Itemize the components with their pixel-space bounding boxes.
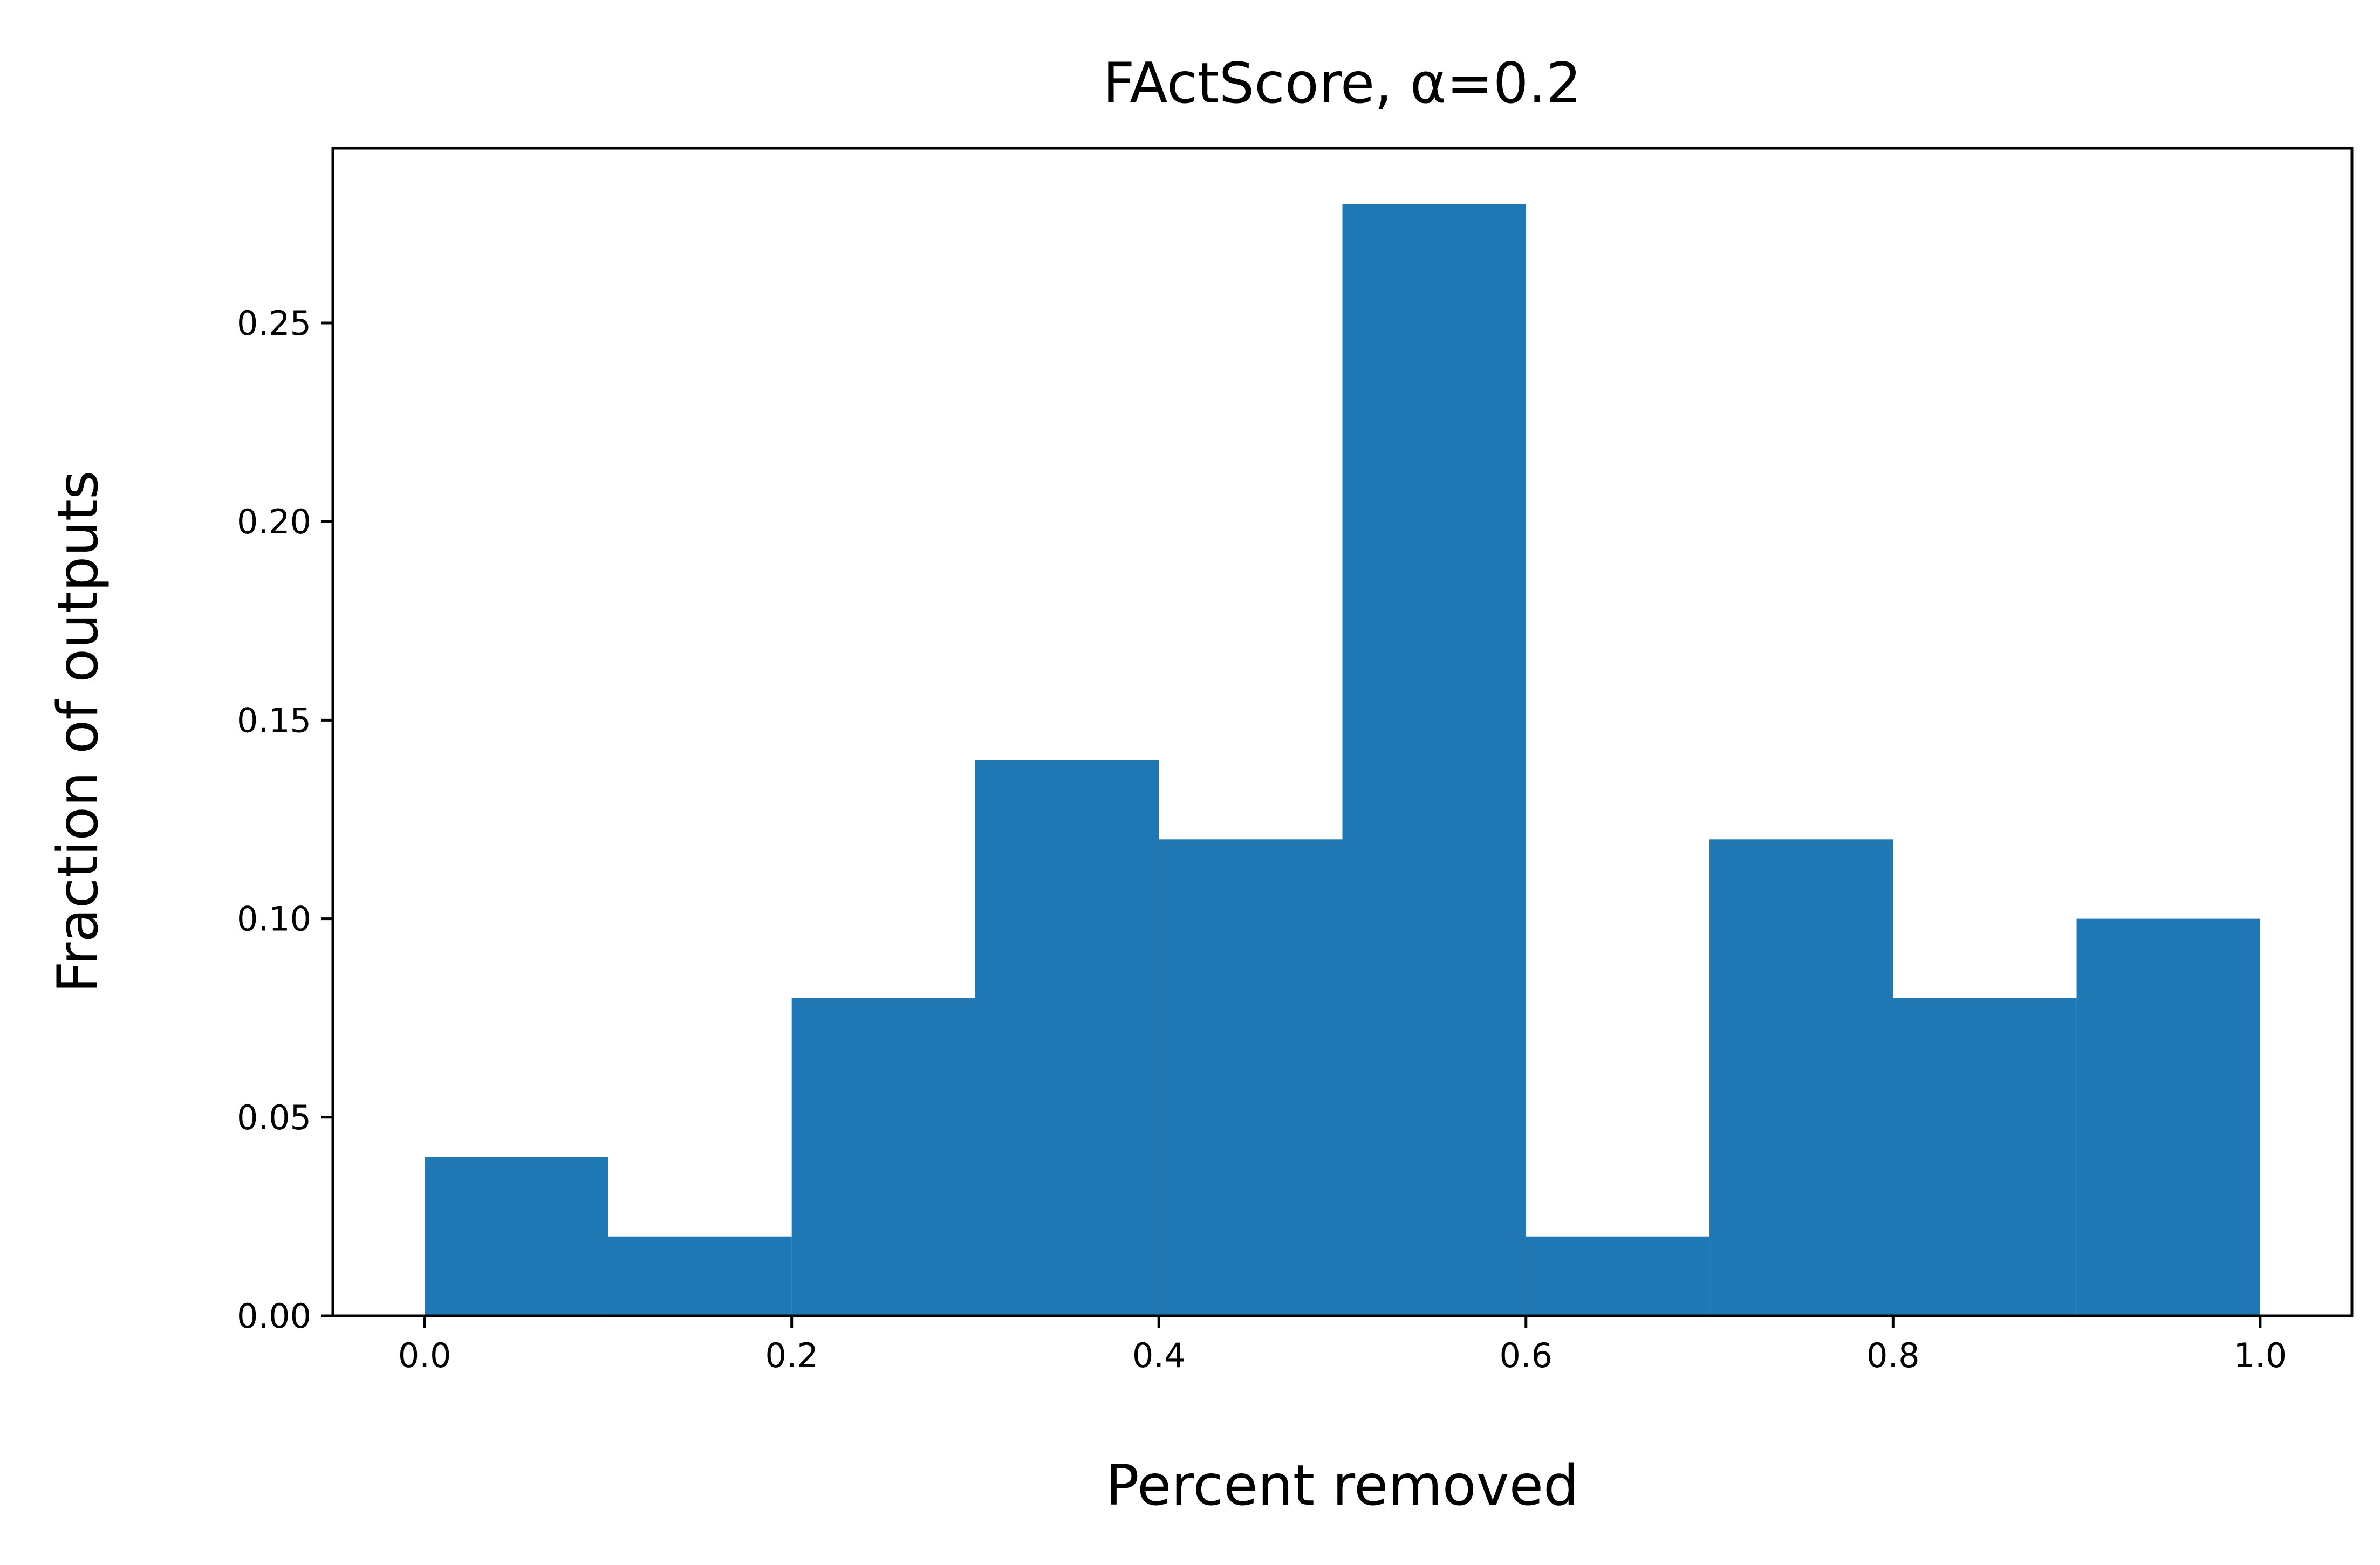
histogram-bar-0 — [425, 1157, 608, 1316]
y-tick-label: 0.15 — [237, 701, 311, 740]
histogram-bar-7 — [1709, 839, 1893, 1316]
histogram-bar-2 — [791, 998, 975, 1316]
histogram-bar-9 — [2076, 918, 2260, 1316]
histogram-bar-1 — [608, 1236, 792, 1316]
y-axis-label: Fraction of outputs — [46, 470, 111, 993]
y-tick-label: 0.00 — [237, 1296, 311, 1336]
histogram-bar-4 — [1159, 839, 1343, 1316]
y-tick-label: 0.05 — [237, 1098, 311, 1137]
x-tick-label: 0.2 — [765, 1336, 818, 1375]
x-tick-label: 1.0 — [2234, 1336, 2287, 1375]
y-tick-label: 0.20 — [237, 502, 311, 541]
x-tick-label: 0.8 — [1866, 1336, 1920, 1375]
histogram-bar-5 — [1342, 204, 1526, 1316]
x-tick-label: 0.4 — [1132, 1336, 1186, 1375]
y-tick-label: 0.10 — [237, 900, 311, 939]
histogram-bar-8 — [1893, 998, 2077, 1316]
x-tick-label: 0.0 — [398, 1336, 452, 1375]
x-axis-label: Percent removed — [1106, 1453, 1579, 1518]
histogram-bar-6 — [1526, 1236, 1710, 1316]
y-axis-ticks: 0.00 0.05 0.10 0.15 0.20 0.25 — [237, 304, 333, 1336]
x-tick-label: 0.6 — [1499, 1336, 1553, 1375]
plot-frame — [331, 147, 2354, 1317]
chart-title: FActScore, α=0.2 — [1103, 51, 1581, 116]
y-tick-label: 0.25 — [237, 304, 311, 343]
histogram-bar-3 — [975, 760, 1159, 1316]
bars-group — [425, 204, 2260, 1316]
x-axis-ticks: 0.0 0.2 0.4 0.6 0.8 1.0 — [398, 1316, 2287, 1375]
